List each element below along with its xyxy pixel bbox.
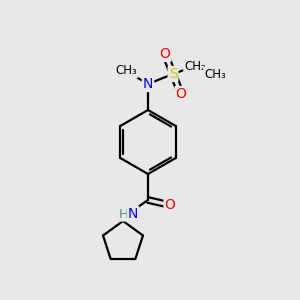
Text: CH₃: CH₃ [204,68,226,80]
Text: CH₃: CH₃ [115,64,137,77]
Text: O: O [165,198,176,212]
Text: S: S [169,67,177,81]
Text: N: N [128,207,138,221]
Text: N: N [143,77,153,91]
Text: H: H [119,208,129,220]
Text: O: O [176,87,186,101]
Text: O: O [160,47,170,61]
Text: CH₂: CH₂ [184,59,206,73]
